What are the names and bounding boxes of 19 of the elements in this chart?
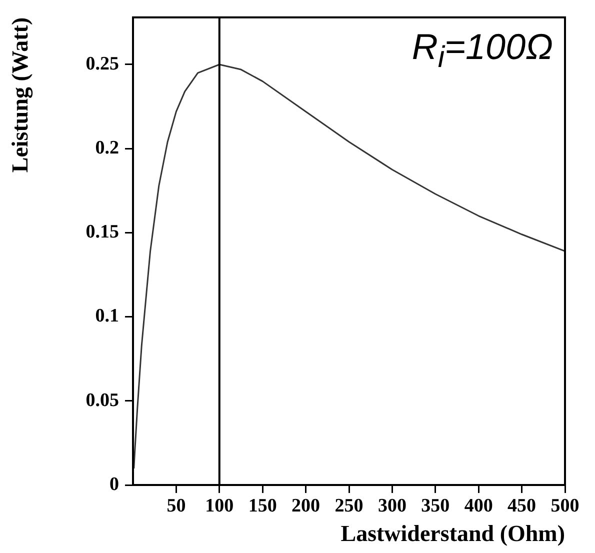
x-tick-label: 450 [508, 495, 536, 516]
x-tick-label: 350 [421, 495, 450, 516]
x-tick-label: 150 [248, 495, 277, 516]
x-tick-label: 50 [166, 495, 186, 516]
x-tick-label: 250 [334, 495, 364, 516]
y-tick-label: 0.15 [86, 222, 119, 243]
x-tick-label: 300 [378, 495, 406, 516]
y-tick-label: 0.05 [86, 390, 119, 411]
y-tick-label: 0.25 [86, 53, 119, 74]
y-axis-title: Leistung (Watt) [8, 17, 34, 173]
y-tick-label: 0 [110, 474, 119, 495]
x-tick-label: 400 [464, 495, 493, 516]
y-tick-label: 0.1 [95, 306, 119, 327]
y-tick-label: 0.2 [95, 138, 119, 159]
x-tick-label: 500 [550, 495, 580, 516]
x-tick-label: 200 [292, 495, 320, 516]
x-tick-label: 100 [205, 495, 234, 516]
annotation: R$_{i}$=100Ω [412, 26, 553, 76]
x-axis-title: Lastwiderstand (Ohm) [340, 521, 565, 546]
